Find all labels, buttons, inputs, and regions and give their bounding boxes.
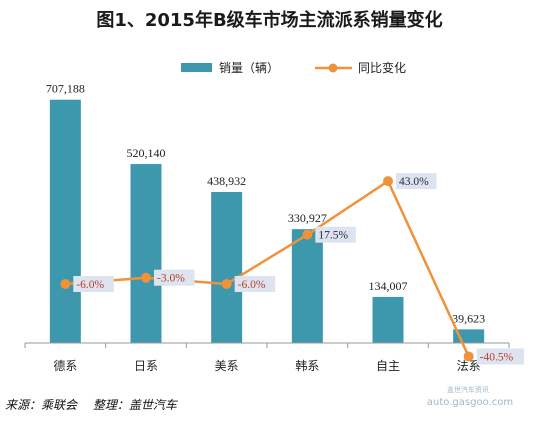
yoy-label-text: -3.0% bbox=[157, 273, 185, 285]
yoy-label-box bbox=[154, 269, 195, 286]
yoy-label: 17.5% bbox=[315, 226, 356, 243]
bar-德系 bbox=[49, 99, 81, 343]
legend-line-label: 同比变化 bbox=[358, 60, 406, 75]
legend-bar-swatch bbox=[181, 63, 212, 72]
yoy-label: -6.0% bbox=[73, 276, 114, 292]
bar-value-label: 134,007 bbox=[369, 279, 408, 293]
yoy-labels: -6.0% -3.0% -6.0% 17.5% 43.0% -40.5% bbox=[73, 173, 525, 365]
yoy-label: 43.0% bbox=[396, 173, 437, 190]
bar-value-label: 330,927 bbox=[288, 211, 327, 225]
bars bbox=[49, 99, 485, 343]
bar-value-labels: 707,188 520,140 438,932 330,927 134,007 39,62… bbox=[46, 82, 485, 326]
yoy-marker bbox=[302, 229, 313, 240]
yoy-label: -6.0% bbox=[234, 276, 276, 292]
yoy-marker bbox=[141, 272, 151, 283]
legend-bar-label: 销量（辆） bbox=[219, 61, 279, 75]
x-axis-ticks bbox=[24, 343, 510, 348]
yoy-label-text: -6.0% bbox=[76, 279, 104, 291]
bar-value-label: 39,623 bbox=[452, 311, 485, 325]
watermark-bottom: auto.gasgoo.com bbox=[427, 397, 513, 408]
yoy-label-box bbox=[476, 348, 525, 365]
x-axis-labels: 德系 日系 美系 韩系 自主 法系 bbox=[53, 358, 480, 373]
bar-美系 bbox=[211, 192, 243, 343]
bar-自主 bbox=[372, 296, 404, 343]
legend-line-marker bbox=[328, 63, 338, 73]
watermark-logo: 盖世汽车资讯 auto.gasgoo.com bbox=[427, 385, 513, 408]
bar-日系 bbox=[130, 164, 162, 343]
yoy-label: -3.0% bbox=[154, 269, 195, 286]
yoy-label-box bbox=[315, 226, 356, 243]
watermark-top: 盖世汽车资讯 bbox=[447, 385, 489, 394]
yoy-marker bbox=[221, 279, 232, 289]
bar-value-label: 520,140 bbox=[127, 146, 166, 160]
category-label: 自主 bbox=[376, 359, 400, 373]
yoy-marker bbox=[60, 279, 71, 289]
yoy-markers bbox=[60, 176, 474, 362]
yoy-label-text: 43.0% bbox=[399, 176, 429, 188]
category-label: 美系 bbox=[215, 359, 239, 373]
yoy-line bbox=[65, 179, 470, 357]
yoy-label-box bbox=[396, 173, 437, 190]
yoy-label-text: 17.5% bbox=[318, 230, 348, 242]
category-label: 日系 bbox=[134, 359, 158, 373]
yoy-label: -40.5% bbox=[476, 348, 525, 365]
category-label: 韩系 bbox=[295, 358, 319, 373]
bar-value-label: 707,188 bbox=[46, 82, 85, 96]
category-label: 法系 bbox=[457, 359, 481, 373]
category-label: 德系 bbox=[53, 358, 77, 373]
yoy-marker bbox=[383, 176, 393, 187]
chart-title: 图1、2015年B级车市场主流派系销量变化 bbox=[96, 9, 442, 31]
yoy-label-box bbox=[73, 276, 114, 292]
legend: 销量（辆） 同比变化 bbox=[181, 60, 406, 75]
yoy-label-text: -40.5% bbox=[480, 351, 514, 363]
yoy-label-box bbox=[234, 276, 276, 292]
yoy-marker bbox=[463, 351, 474, 362]
bar-value-label: 438,932 bbox=[207, 174, 246, 188]
bar-韩系 bbox=[291, 229, 323, 343]
yoy-label-text: -6.0% bbox=[238, 279, 266, 291]
source-note: 来源：乘联会 整理：盖世汽车 bbox=[5, 398, 179, 412]
